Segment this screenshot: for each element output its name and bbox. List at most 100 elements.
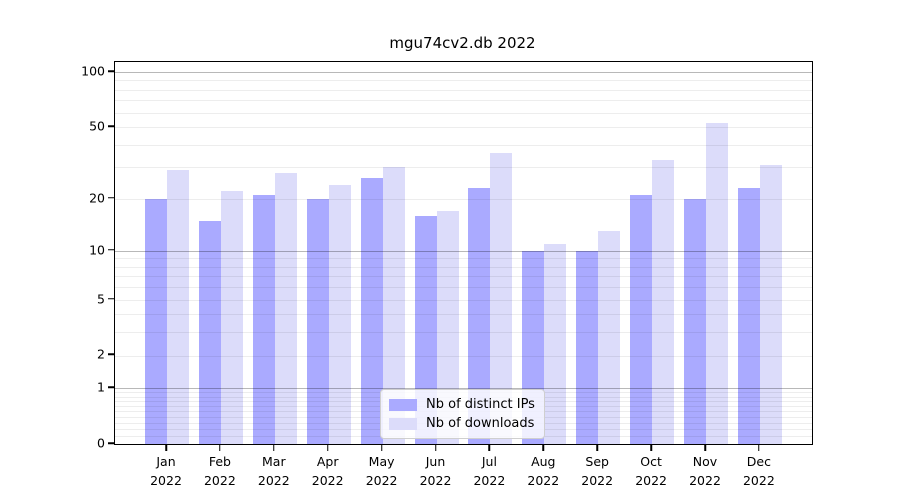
y-axis-tick-label: 20 — [89, 190, 105, 206]
x-axis-tick-label: Jan 2022 — [150, 452, 182, 490]
x-axis-month-label: Jul — [481, 454, 497, 469]
bar-distinct-ips-jul — [468, 187, 491, 444]
legend: Nb of distinct IPs Nb of downloads — [380, 389, 545, 439]
gridline-minor — [115, 167, 812, 169]
x-axis-year-label: 2022 — [742, 473, 775, 488]
gridline-minor — [115, 258, 812, 260]
legend-label: Nb of downloads — [426, 416, 535, 431]
y-axis-tick-label: 0 — [97, 435, 105, 451]
y-axis-tick-mark — [108, 248, 114, 251]
x-axis-year-label: 2022 — [581, 473, 614, 488]
gridline-minor — [115, 80, 812, 82]
legend-swatch-downloads — [389, 417, 417, 430]
bar-distinct-ips-feb — [198, 220, 221, 444]
x-axis-year-label: 2022 — [635, 473, 667, 488]
x-axis-tick-mark — [488, 445, 491, 451]
gridline-minor — [115, 276, 812, 278]
x-axis-month-label: Aug — [531, 454, 556, 469]
bar-downloads-apr — [328, 184, 351, 444]
x-axis-year-label: 2022 — [203, 473, 236, 488]
x-axis-month-label: Sep — [585, 454, 609, 469]
chart-title: mgu74cv2.db 2022 — [389, 34, 536, 52]
y-axis-tick-mark — [108, 442, 114, 444]
x-axis-tick-label: Dec 2022 — [743, 452, 775, 490]
bar-downloads-jun — [436, 211, 459, 444]
bar-distinct-ips-jan — [145, 198, 167, 444]
x-axis-month-label: Jan — [156, 454, 176, 469]
x-axis-tick-label: Jul 2022 — [473, 452, 505, 490]
y-axis-tick-label: 100 — [81, 63, 105, 79]
legend-label: Nb of distinct IPs — [426, 397, 535, 412]
gridline-major — [115, 388, 812, 390]
x-axis-month-label: Mar — [262, 454, 286, 469]
x-axis-tick-label: Sep 2022 — [581, 452, 613, 490]
x-axis-month-label: Apr — [316, 454, 339, 469]
y-axis-tick-label: 50 — [89, 118, 105, 134]
bar-distinct-ips-jun — [414, 215, 437, 444]
gridline-minor — [115, 287, 812, 289]
bar-distinct-ips-mar — [252, 194, 275, 444]
gridline-minor — [115, 89, 812, 91]
bar-distinct-ips-sep — [576, 250, 599, 444]
x-axis-month-label: Dec — [746, 454, 771, 469]
x-axis-tick-mark — [650, 445, 652, 451]
y-axis-tick-mark — [108, 196, 114, 199]
y-axis-tick-mark — [108, 386, 114, 388]
x-axis-year-label: 2022 — [365, 473, 398, 488]
x-axis-tick-mark — [704, 445, 706, 451]
x-axis-year-label: 2022 — [527, 473, 560, 488]
bar-downloads-aug — [544, 243, 567, 444]
bar-downloads-feb — [220, 191, 243, 444]
bar-downloads-dec — [759, 164, 782, 444]
x-axis-year-label: 2022 — [419, 473, 452, 488]
y-axis-tick-label: 10 — [89, 242, 105, 258]
y-axis-tick-mark — [108, 125, 114, 127]
x-axis-tick-label: Apr 2022 — [312, 452, 344, 490]
bar-downloads-nov — [706, 122, 728, 444]
gridline-minor — [115, 314, 812, 316]
gridline-minor — [115, 198, 812, 200]
x-axis-tick-mark — [434, 445, 437, 451]
x-axis-tick-label: Mar 2022 — [258, 452, 290, 490]
bar-distinct-ips-nov — [684, 198, 706, 444]
bar-distinct-ips-oct — [630, 194, 653, 444]
legend-entry-distinct-ips: Nb of distinct IPs — [389, 395, 536, 414]
bar-distinct-ips-dec — [737, 187, 760, 444]
x-axis-year-label: 2022 — [150, 473, 182, 488]
x-axis-tick-mark — [273, 445, 275, 451]
bar-downloads-jul — [490, 153, 513, 444]
x-axis-tick-mark — [165, 445, 167, 451]
x-axis-year-label: 2022 — [257, 473, 290, 488]
gridline-minor — [115, 332, 812, 334]
gridline-minor — [115, 355, 812, 357]
bar-downloads-sep — [598, 231, 621, 444]
gridline-major — [115, 250, 812, 252]
x-axis-tick-mark — [596, 445, 598, 451]
legend-entry-downloads: Nb of downloads — [389, 414, 536, 433]
gridline-minor — [115, 266, 812, 268]
bar-downloads-mar — [274, 172, 297, 444]
y-axis-tick-label: 2 — [97, 346, 105, 362]
y-axis-tick-label: 5 — [97, 291, 105, 307]
gridline-minor — [115, 100, 812, 102]
gridline-minor — [115, 299, 812, 301]
x-axis-tick-mark — [326, 445, 329, 451]
gridline-minor — [115, 144, 812, 146]
plot-area — [114, 61, 813, 445]
bar-distinct-ips-apr — [306, 198, 329, 444]
x-axis-year-label: 2022 — [311, 473, 344, 488]
legend-swatch-distinct-ips — [389, 398, 417, 411]
y-axis-tick-label: 1 — [97, 379, 105, 395]
x-axis-tick-label: May 2022 — [366, 452, 398, 490]
x-axis-tick-label: Oct 2022 — [635, 452, 667, 490]
y-axis-tick-mark — [108, 70, 114, 72]
x-axis-month-label: May — [368, 454, 395, 469]
x-axis-tick-mark — [219, 445, 221, 451]
x-axis-month-label: Oct — [640, 454, 662, 469]
x-axis-tick-label: Jun 2022 — [420, 452, 452, 490]
x-axis-year-label: 2022 — [689, 473, 721, 488]
x-axis-month-label: Feb — [208, 454, 231, 469]
bar-downloads-oct — [652, 159, 675, 444]
x-axis-month-label: Nov — [692, 454, 718, 469]
x-axis-month-label: Jun — [425, 454, 446, 469]
